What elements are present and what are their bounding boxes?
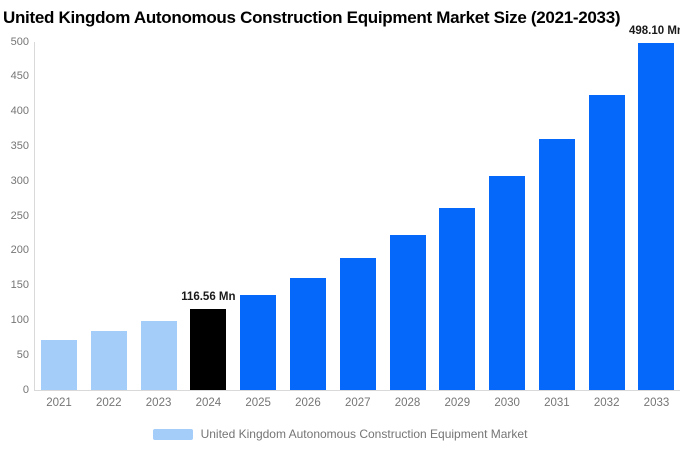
y-tick-label: 350: [10, 139, 29, 152]
y-tick-label: 250: [10, 209, 29, 222]
legend-marker: [152, 428, 193, 440]
bar-2027[interactable]: [339, 258, 376, 390]
bar-2030[interactable]: [489, 176, 526, 390]
x-axis-label-2022: 2022: [95, 397, 122, 409]
y-tick-label: 200: [10, 244, 29, 257]
x-axis-label-2024: 2024: [195, 397, 222, 409]
x-axis-label-2027: 2027: [344, 397, 371, 409]
bar-2026[interactable]: [289, 277, 326, 390]
bar-2028[interactable]: [389, 235, 426, 390]
bar-2031[interactable]: [538, 139, 575, 390]
y-tick-label: 400: [10, 105, 29, 118]
x-axis-label-2021: 2021: [46, 397, 72, 409]
y-tick-label: 100: [10, 313, 29, 326]
legend-item[interactable]: United Kingdom Autonomous Construction E…: [0, 426, 680, 442]
bar-2021[interactable]: [41, 340, 77, 390]
x-axis-label-2029: 2029: [444, 397, 471, 409]
plot-area: 0 50 100 150 200 250 300 350 400 450 500 2021 2022 20…: [11, 25, 680, 409]
y-tick-label: 500: [10, 35, 29, 48]
y-tick-label: 50: [16, 348, 29, 361]
legend-label: United Kingdom Autonomous Construction E…: [200, 427, 528, 441]
y-tick-label: 150: [10, 279, 29, 292]
x-axis-label-2033: 2033: [643, 397, 670, 409]
bar-2033[interactable]: [638, 43, 675, 390]
x-axis-label-2026: 2026: [295, 397, 321, 409]
y-tick-label: 0: [22, 383, 29, 396]
x-axis-label-2030: 2030: [494, 397, 520, 409]
data-label-2033: 498.10 Mn: [628, 25, 680, 38]
bar-2023[interactable]: [140, 321, 177, 390]
x-axis-label-2025: 2025: [245, 397, 271, 409]
x-axis-label-2023: 2023: [145, 397, 172, 409]
bar-2024[interactable]: [190, 308, 227, 390]
y-tick-label: 300: [10, 174, 29, 187]
bar-2029[interactable]: [439, 208, 476, 390]
y-tick-label: 450: [10, 70, 29, 83]
bar-2025[interactable]: [240, 294, 277, 390]
x-axis-label-2032: 2032: [593, 397, 620, 409]
chart-title: United Kingdom Autonomous Construction E…: [3, 8, 621, 27]
x-axis-label-2028: 2028: [394, 397, 421, 409]
data-label-2024: 116.56 Mn: [181, 290, 236, 303]
bar-2022[interactable]: [90, 331, 127, 390]
x-axis-label-2031: 2031: [544, 397, 570, 409]
bar-2032[interactable]: [588, 95, 625, 390]
